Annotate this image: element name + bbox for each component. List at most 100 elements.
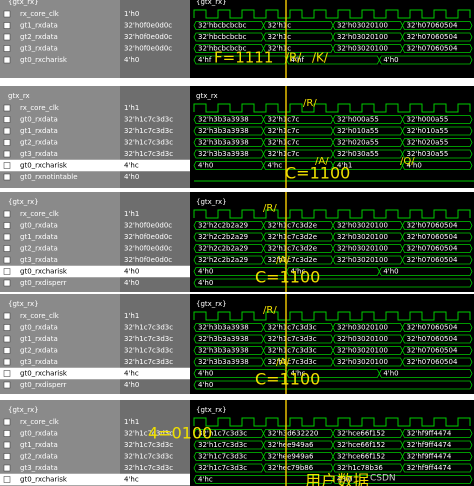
bus-label: 32'h3b3a3938 bbox=[198, 116, 249, 124]
bus-label: 32'h07060504 bbox=[407, 324, 458, 332]
bus-label: 32'h3b3a3938 bbox=[198, 150, 249, 158]
bus-label: 32'h1c bbox=[268, 22, 292, 30]
bus-label: 32'h2c2b2a29 bbox=[198, 233, 248, 241]
bus-label: 4'hf bbox=[198, 56, 212, 64]
expand-icon bbox=[3, 10, 11, 18]
clock-wave bbox=[193, 209, 471, 219]
bus-label: 32'h03020100 bbox=[337, 222, 388, 230]
annotation: /R/ bbox=[285, 51, 302, 65]
bus-label: 32'h1c7c3d3c bbox=[268, 335, 317, 343]
expand-icon bbox=[3, 45, 11, 52]
row-highlight bbox=[0, 473, 190, 486]
signal-value: 4'hc bbox=[124, 370, 139, 378]
bus-label: 32'h000a55 bbox=[337, 116, 379, 124]
signal-value: 32'h0f0e0d0c bbox=[124, 45, 172, 53]
signal-name: gt2_rxdata bbox=[20, 453, 58, 461]
wave-header: {gtx_rx} bbox=[196, 198, 227, 206]
bus-label: 32'hf9ff4474 bbox=[407, 430, 452, 438]
bus-label: 32'h03020100 bbox=[337, 347, 388, 355]
signal-value: 32'h1c7c3d3c bbox=[124, 347, 173, 355]
signal-name: gt0_rxcharisk bbox=[20, 370, 68, 378]
bus-segment bbox=[378, 267, 473, 276]
bus-label: 32'h2c2b2a29 bbox=[198, 256, 248, 264]
bus-segment bbox=[402, 346, 473, 355]
expand-icon bbox=[3, 347, 11, 354]
bus-label: 32'h03020100 bbox=[337, 233, 388, 241]
wave-header: gtx_rx bbox=[196, 92, 218, 100]
signal-value: 4'hc bbox=[124, 162, 139, 170]
expand-icon bbox=[3, 370, 11, 377]
expand-icon bbox=[3, 173, 11, 181]
annotation: C=1100 bbox=[255, 268, 320, 287]
clock-wave bbox=[193, 417, 471, 427]
signal-value: 4'h0 bbox=[124, 381, 139, 389]
expand-icon bbox=[3, 268, 11, 275]
expand-icon bbox=[3, 464, 11, 472]
bus-segment bbox=[402, 21, 473, 30]
signal-name: rx_core_clk bbox=[20, 210, 60, 218]
bus-label: 32'h03020100 bbox=[337, 45, 388, 53]
bus-label: 32'h1c7c bbox=[268, 116, 300, 124]
signal-name: rx_core_clk bbox=[20, 312, 60, 320]
signal-value: 32'h1c7c3d3c bbox=[124, 430, 173, 438]
bus-segment bbox=[378, 369, 473, 378]
signal-value: 4'hc bbox=[124, 476, 139, 484]
annotation: /R/ bbox=[263, 305, 277, 316]
bus-label: 4'h0 bbox=[383, 370, 398, 378]
bus-segment bbox=[402, 44, 473, 53]
bus-label: 32'h1c7c3d3c bbox=[268, 347, 317, 355]
signal-name: gt3_rxdata bbox=[20, 150, 58, 158]
bus-label: 32'h1c7c bbox=[268, 139, 300, 147]
bus-label: 32'h000a55 bbox=[407, 116, 449, 124]
expand-icon bbox=[3, 116, 11, 123]
wave-header: {gtx_rx} bbox=[196, 300, 227, 308]
bus-label: 32'h03020100 bbox=[337, 256, 388, 264]
bus-segment bbox=[402, 357, 473, 367]
bus-label: 4'h0 bbox=[198, 279, 213, 287]
bus-label: 32'h1c bbox=[268, 33, 292, 41]
bus-label: 32'hf9ff4474 bbox=[407, 453, 452, 461]
expand-icon bbox=[3, 279, 11, 287]
value-pane bbox=[120, 400, 190, 486]
bus-label: 32'h1c7c3d3c bbox=[268, 358, 317, 366]
signal-value: 1'h1 bbox=[124, 418, 139, 426]
bus-label: 32'h07060504 bbox=[407, 347, 458, 355]
bus-label: 32'h2c2b2a29 bbox=[198, 222, 248, 230]
bus-segment bbox=[402, 149, 473, 159]
bus-segment bbox=[402, 334, 473, 344]
annotation: F=1111 bbox=[214, 49, 273, 67]
annotation: /A/ bbox=[276, 357, 290, 368]
bus-label: 32'h1c7c bbox=[268, 150, 300, 158]
signal-value: 1'h0 bbox=[124, 10, 139, 18]
bus-label: 32'h1c7c3d2e bbox=[268, 245, 318, 253]
expand-icon bbox=[3, 430, 11, 437]
signal-value: 32'h0f0e0d0c bbox=[124, 22, 172, 30]
name-pane bbox=[0, 400, 120, 486]
expand-icon bbox=[3, 22, 11, 29]
bus-label: 32'hf9ff4474 bbox=[407, 464, 452, 472]
bus-label: 32'h03020100 bbox=[337, 335, 388, 343]
signal-value: 32'h1c7c3d3c bbox=[124, 324, 173, 332]
bus-segment bbox=[332, 475, 473, 484]
bus-label: 32'h3b3a3938 bbox=[198, 324, 249, 332]
bus-segment bbox=[193, 380, 473, 390]
signal-value: 1'h1 bbox=[124, 104, 139, 112]
bus-label: 32'h1c7c3d3c bbox=[198, 441, 247, 449]
clock-wave bbox=[193, 103, 471, 113]
expand-icon bbox=[3, 324, 11, 331]
bus-label: 32'h1c78b36 bbox=[337, 464, 383, 472]
bus-label: 32'h030a55 bbox=[337, 150, 379, 158]
bus-segment bbox=[402, 161, 473, 170]
annotation: /Q/ bbox=[400, 156, 415, 167]
name-pane bbox=[0, 0, 120, 78]
bus-segment bbox=[193, 278, 473, 288]
signal-name: gt3_rxdata bbox=[20, 256, 58, 264]
annotation: /K/ bbox=[312, 51, 329, 65]
expand-icon bbox=[3, 139, 11, 146]
annotation: /A/ bbox=[276, 255, 290, 266]
expand-icon bbox=[3, 358, 11, 366]
bus-label: 32'h2c2b2a29 bbox=[198, 245, 248, 253]
bus-label: 32'h07060504 bbox=[407, 222, 458, 230]
annotation: /R/ bbox=[303, 98, 317, 109]
